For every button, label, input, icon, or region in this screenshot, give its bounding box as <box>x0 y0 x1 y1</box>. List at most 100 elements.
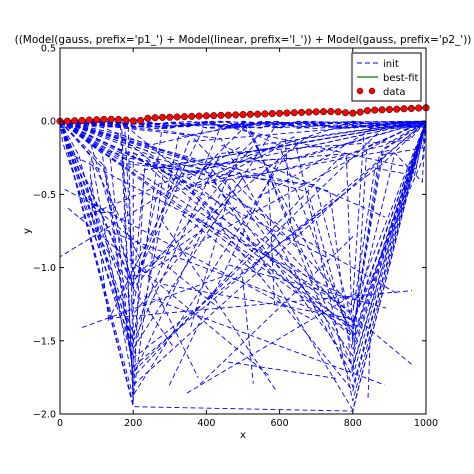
x-tick-label: 800 <box>344 418 362 429</box>
data-point <box>63 117 71 125</box>
legend-data-marker-2 <box>368 87 376 95</box>
init-segment-15 <box>91 160 199 378</box>
data-point <box>115 115 123 123</box>
data-point <box>85 116 93 124</box>
data-point <box>385 105 393 114</box>
y-axis-ticks: −2.0 −1.5 −1.0 −0.5 0.0 0.5 <box>33 44 426 421</box>
data-point <box>276 109 284 117</box>
init-segment-37 <box>228 264 387 309</box>
init-segment-27 <box>367 330 371 398</box>
data-point <box>298 108 306 116</box>
init-curve-7 <box>59 120 427 392</box>
init-segment-9 <box>177 165 398 294</box>
init-curves <box>59 120 427 412</box>
data-point <box>283 109 291 117</box>
init-segment-31 <box>64 189 310 319</box>
y-tick-label: −1.0 <box>33 263 56 274</box>
init-segment-4 <box>186 185 329 259</box>
init-curve-33 <box>59 120 427 353</box>
data-point <box>407 104 415 113</box>
data-point <box>261 110 269 118</box>
y-tick-label: −0.5 <box>33 190 56 201</box>
data-point <box>78 116 86 125</box>
init-segment-14 <box>252 227 284 269</box>
init-curve-35 <box>59 120 427 329</box>
y-tick-label: 0.0 <box>41 117 56 128</box>
init-segment-16 <box>224 361 336 379</box>
data-point <box>254 110 262 118</box>
init-segment-20 <box>229 135 259 166</box>
init-curve-13 <box>59 120 427 378</box>
init-curve-45 <box>59 120 427 369</box>
x-tick-label: 1000 <box>414 418 438 429</box>
init-segment-28 <box>66 207 269 376</box>
init-segment-25 <box>92 205 219 309</box>
init-segment-13 <box>105 229 363 329</box>
data-point <box>100 115 108 123</box>
init-segment-21 <box>148 206 237 267</box>
data-point <box>158 113 167 121</box>
data-point <box>151 114 159 122</box>
init-curve-37 <box>59 120 427 346</box>
data-point <box>107 115 115 123</box>
init-curve-10 <box>59 120 427 379</box>
x-tick-label: 0 <box>57 418 63 429</box>
init-curve-32 <box>59 120 427 290</box>
init-segment-29 <box>284 138 292 225</box>
data-point <box>217 111 225 119</box>
data-point <box>363 107 371 115</box>
x-tick-label: 200 <box>124 418 142 429</box>
init-segment-6 <box>199 235 355 385</box>
init-curve-43 <box>59 120 427 367</box>
init-band-1 <box>59 120 427 129</box>
init-segment-8 <box>160 219 276 390</box>
data-point <box>290 109 298 117</box>
data-point <box>415 104 423 112</box>
y-tick-label: −2.0 <box>33 410 56 421</box>
init-segment-34 <box>89 161 94 220</box>
data-point <box>180 113 188 121</box>
legend-data-marker-1 <box>356 87 364 95</box>
data-point <box>129 117 137 125</box>
legend-init-label: init <box>383 59 399 70</box>
init-curve-12 <box>59 120 427 343</box>
x-axis-ticks: 0 200 400 600 800 1000 <box>57 48 438 429</box>
init-curve-16 <box>59 120 427 360</box>
data-point <box>195 112 203 120</box>
data-point <box>312 108 320 116</box>
data-point <box>224 111 232 119</box>
data-point <box>378 106 386 114</box>
init-band-6 <box>59 121 427 129</box>
init-band-8 <box>59 121 427 129</box>
data-point <box>400 105 408 113</box>
init-curve-24 <box>59 120 427 343</box>
data-point <box>202 112 210 120</box>
init-band-5 <box>59 120 427 129</box>
init-segment-12 <box>181 214 264 280</box>
data-point <box>356 108 364 116</box>
data-point <box>334 108 342 116</box>
init-segment-17 <box>221 144 386 218</box>
data-point <box>144 114 152 122</box>
data-point <box>371 106 379 114</box>
data-point <box>93 116 101 124</box>
data-point <box>305 108 313 116</box>
init-segment-38 <box>190 190 231 328</box>
init-curve-41 <box>59 120 427 389</box>
init-band-0 <box>59 120 427 128</box>
data-point <box>349 109 357 117</box>
init-segment-2 <box>106 129 204 325</box>
data-point <box>188 112 196 120</box>
init-segment-19 <box>186 291 359 394</box>
data-points <box>56 104 430 125</box>
x-tick-label: 400 <box>197 418 215 429</box>
data-point <box>393 105 401 113</box>
y-tick-label: 0.5 <box>41 44 56 55</box>
data-point <box>166 113 174 121</box>
legend-data-label: data <box>383 87 406 98</box>
init-segment-23 <box>59 146 241 258</box>
data-point <box>232 111 240 119</box>
data-point <box>246 110 254 118</box>
data-point <box>319 108 328 116</box>
